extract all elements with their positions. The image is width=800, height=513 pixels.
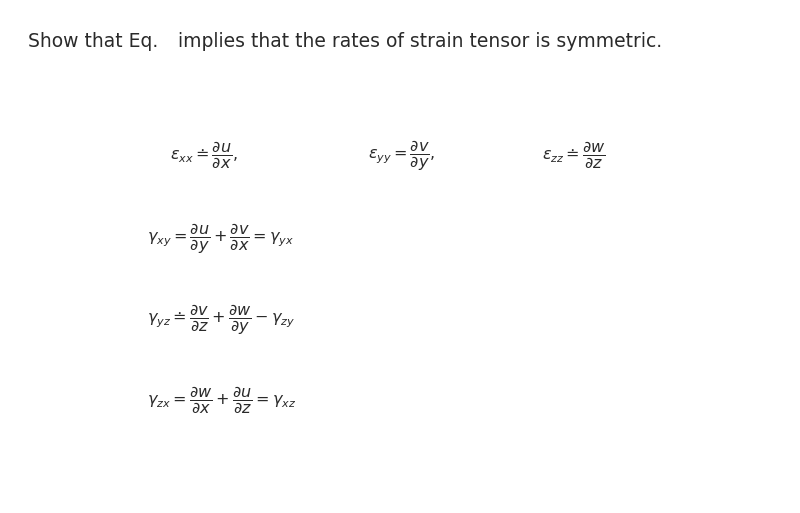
Text: implies that the rates of strain tensor is symmetric.: implies that the rates of strain tensor …: [178, 32, 662, 51]
Text: $\mathit{\varepsilon}_{zz} \doteq \dfrac{\partial w}{\partial z}$: $\mathit{\varepsilon}_{zz} \doteq \dfrac…: [542, 140, 606, 171]
Text: $\mathit{\varepsilon}_{xx} \doteq \dfrac{\partial u}{\partial x},$: $\mathit{\varepsilon}_{xx} \doteq \dfrac…: [170, 140, 238, 171]
Text: $\mathit{\varepsilon}_{yy} = \dfrac{\partial v}{\partial y},$: $\mathit{\varepsilon}_{yy} = \dfrac{\par…: [368, 138, 435, 173]
Text: $\gamma_{zx} = \dfrac{\partial w}{\partial x} + \dfrac{\partial u}{\partial z} =: $\gamma_{zx} = \dfrac{\partial w}{\parti…: [146, 385, 296, 416]
Text: $\gamma_{xy} = \dfrac{\partial u}{\partial y} + \dfrac{\partial v}{\partial x} =: $\gamma_{xy} = \dfrac{\partial u}{\parti…: [146, 221, 294, 256]
Text: Show that Eq.: Show that Eq.: [28, 32, 158, 51]
Text: $\gamma_{yz} \doteq \dfrac{\partial v}{\partial z} + \dfrac{\partial w}{\partial: $\gamma_{yz} \doteq \dfrac{\partial v}{\…: [146, 302, 295, 337]
